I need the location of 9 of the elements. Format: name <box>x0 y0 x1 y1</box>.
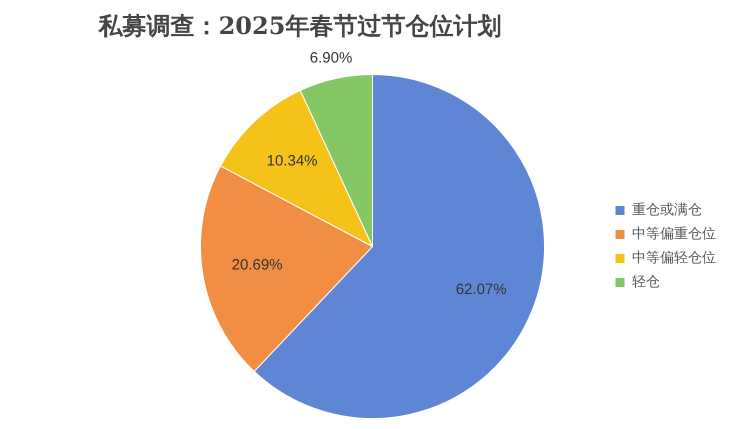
data-label: 6.90% <box>310 50 352 67</box>
chart-title: 私募调查：2025年春节过节仓位计划 <box>97 10 502 42</box>
legend-label: 重仓或满仓 <box>632 202 702 218</box>
legend-label: 中等偏重仓位 <box>632 226 716 242</box>
data-label: 10.34% <box>266 152 318 170</box>
legend-label: 中等偏轻仓位 <box>632 250 716 266</box>
data-label: 20.69% <box>232 256 283 274</box>
legend-label: 轻仓 <box>632 274 660 290</box>
data-label: 62.07% <box>456 280 507 298</box>
